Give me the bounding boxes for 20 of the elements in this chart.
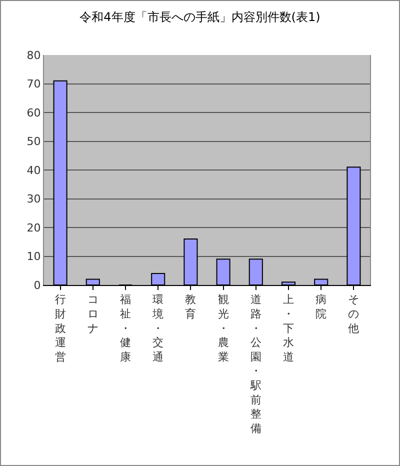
- x-tick-label: 上・下水道: [283, 293, 294, 364]
- x-tick-label: 観光・農業: [218, 293, 229, 364]
- x-tick-label: 福祉・健康: [120, 293, 131, 364]
- x-tick-label: 行財政運営: [54, 293, 66, 364]
- y-tick-label: 40: [26, 164, 41, 177]
- x-tick-label: 教育: [185, 293, 196, 320]
- y-tick-label: 20: [26, 221, 41, 234]
- category-label: 道路・公園・駅前整備: [250, 293, 262, 435]
- x-tick-label: 環境・交通: [152, 293, 164, 364]
- chart-title: 令和4年度「市長への手紙」内容別件数(表1): [80, 10, 320, 24]
- y-tick-label: 60: [26, 106, 41, 120]
- x-tick-label: 病院: [316, 293, 327, 320]
- x-tick-label: コロナ: [87, 293, 98, 335]
- y-tick-label: 50: [26, 135, 41, 148]
- y-tick-label: 0: [34, 278, 41, 292]
- x-tick-label: その他: [348, 293, 360, 335]
- y-tick-label: 80: [26, 48, 41, 62]
- y-tick-label: 10: [26, 250, 41, 264]
- y-tick-label: 30: [26, 192, 41, 206]
- y-tick-label: 70: [26, 78, 41, 91]
